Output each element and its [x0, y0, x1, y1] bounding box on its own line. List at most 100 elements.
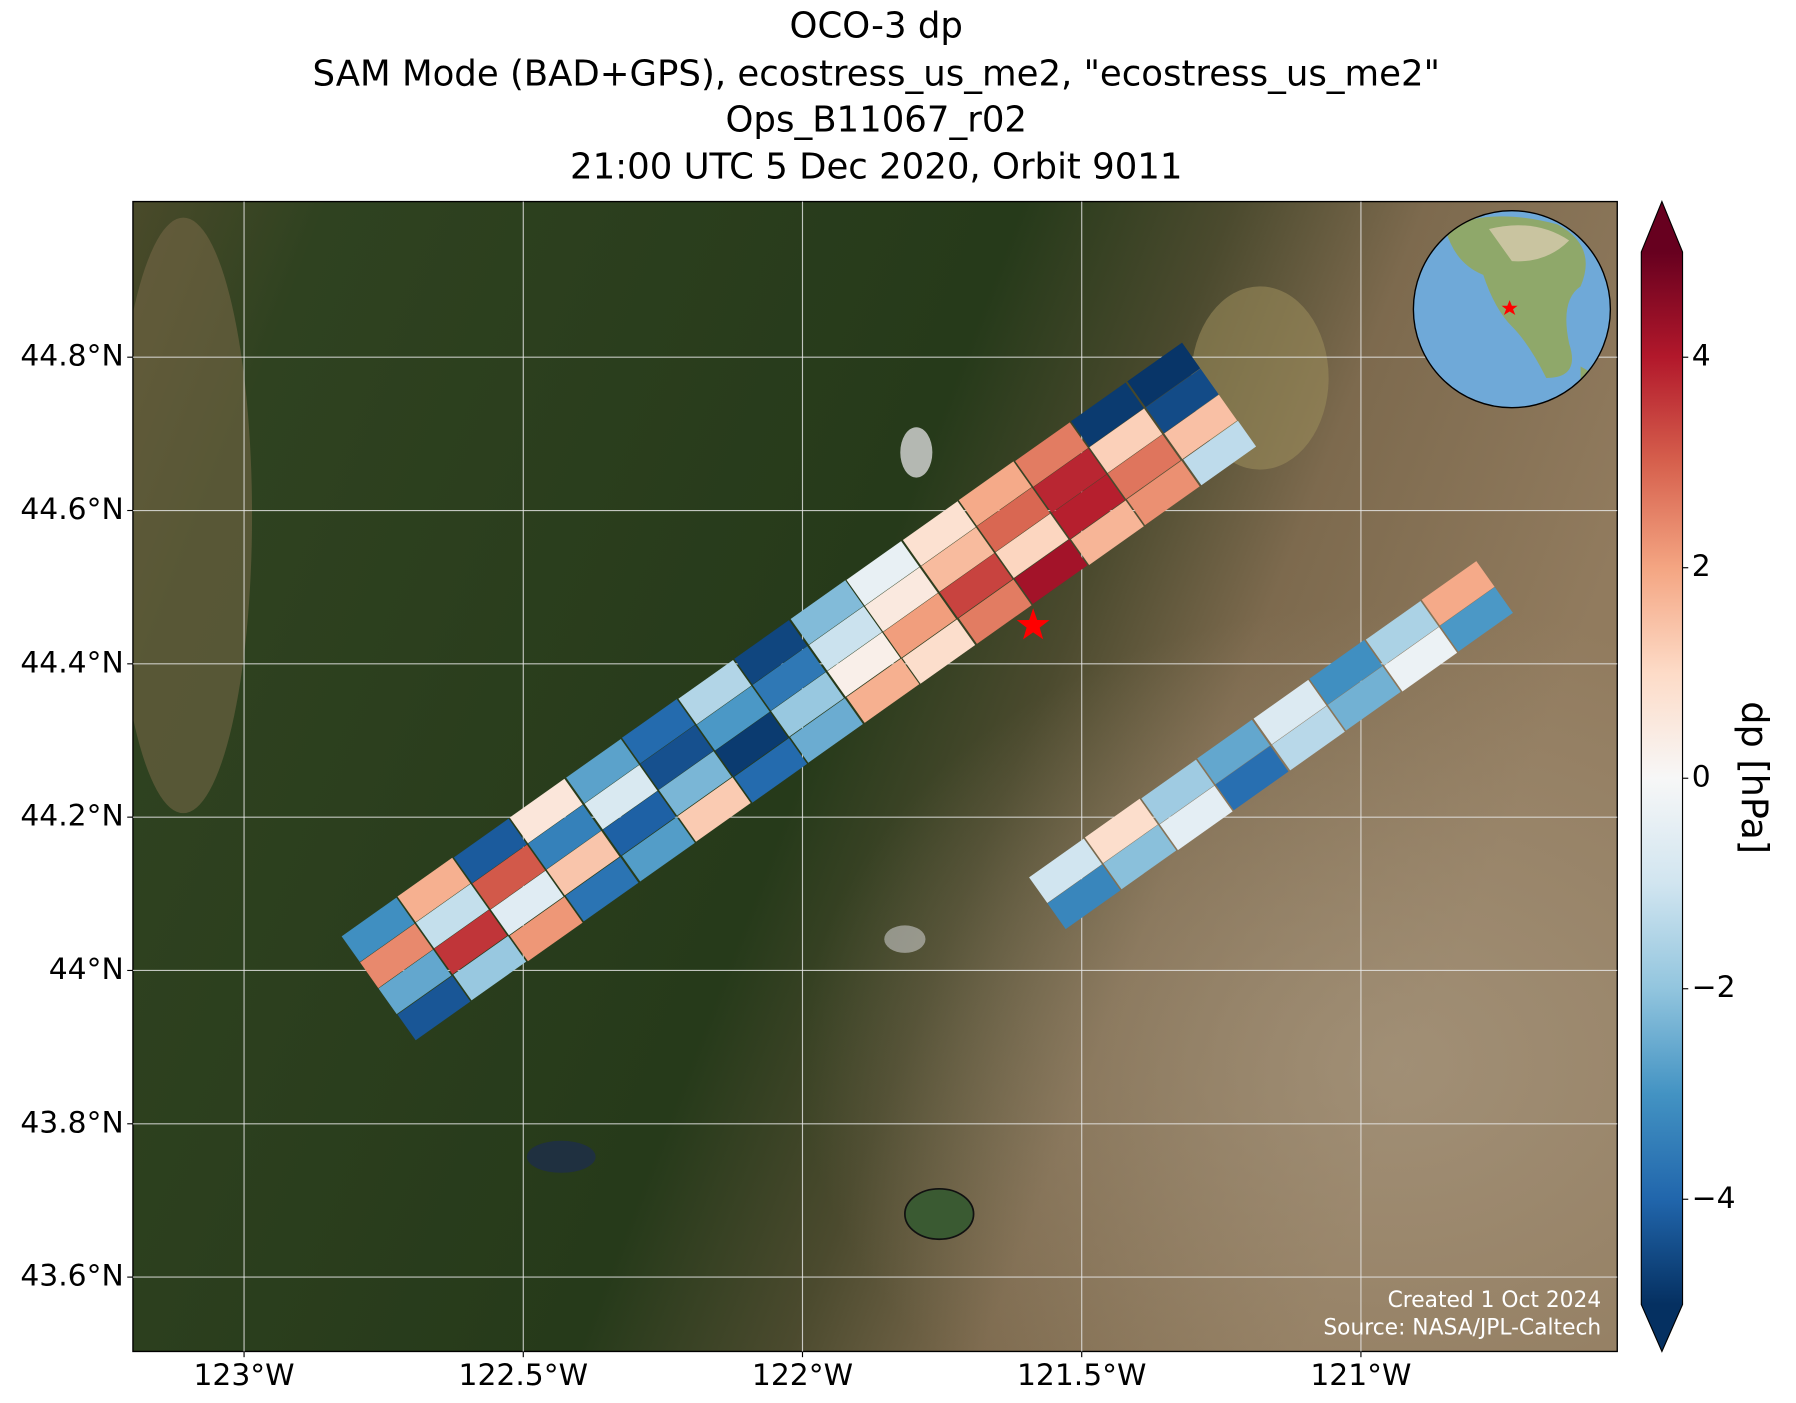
sounding-cell	[472, 844, 546, 910]
sounding-cell	[864, 567, 938, 632]
sounding-cell	[846, 658, 920, 723]
sounding-cell	[715, 712, 789, 777]
sounding-cell	[883, 593, 957, 658]
colorbar-outline	[1640, 200, 1684, 1353]
sounding-cell	[1089, 408, 1163, 473]
sounding-cell	[1159, 785, 1233, 851]
sounding-cell	[678, 659, 752, 725]
sounding-cell	[1215, 745, 1289, 811]
sounding-cell	[434, 909, 508, 975]
colorbar-tick-label: 2	[1692, 549, 1711, 584]
sounding-cell	[827, 632, 901, 697]
sounding-cell	[958, 461, 1032, 526]
sounding-cell	[1051, 474, 1125, 539]
sounding-cell	[658, 751, 732, 816]
sounding-cell	[1014, 539, 1088, 605]
sounding-cell	[1126, 460, 1200, 526]
y-tick-label: 44.8°N	[20, 339, 123, 374]
colorbar-body	[1641, 251, 1683, 1305]
y-tick-label: 43.6°N	[20, 1259, 123, 1294]
credit: Created 1 Oct 2024	[1388, 1288, 1602, 1313]
colorbar-extend	[1641, 201, 1683, 252]
sounding-cell	[790, 580, 864, 645]
sounding-cell	[621, 817, 695, 882]
sounding-cell	[1127, 342, 1201, 408]
sounding-cell	[1197, 719, 1271, 785]
sounding-cell	[1421, 561, 1495, 626]
y-tick-label: 44.4°N	[20, 645, 123, 680]
sounding-cell	[509, 778, 583, 844]
colorbar-tick-label: 4	[1692, 339, 1711, 374]
sounding-cell	[1141, 759, 1215, 825]
sounding-cell	[1015, 422, 1088, 487]
x-tick-label: 122.5°W	[459, 1358, 589, 1393]
sounding-cell	[397, 857, 471, 923]
plot-frame	[132, 200, 1618, 1353]
sounding-cell	[1029, 838, 1102, 904]
sounding-cell	[1145, 368, 1219, 434]
x-tick-label: 123°W	[193, 1358, 294, 1393]
sounding-cell	[1084, 798, 1158, 864]
title-line: 21:00 UTC 5 Dec 2020, Orbit 9011	[570, 146, 1182, 187]
sounding-cell	[677, 777, 751, 842]
sounding-cell	[415, 883, 489, 949]
sounding-cell	[453, 818, 527, 884]
colorbar-tick-label: 0	[1692, 760, 1711, 795]
sounding-cell	[1164, 394, 1238, 460]
y-tick-label: 44°N	[49, 952, 124, 987]
y-tick-label: 44.6°N	[20, 492, 123, 527]
sounding-cell	[565, 856, 639, 922]
basemap	[132, 201, 1618, 1352]
sounding-cell	[1033, 448, 1107, 513]
soundings	[341, 342, 1513, 1041]
colorbar-tick-label: −4	[1692, 1181, 1736, 1216]
sounding-cell	[1047, 864, 1121, 930]
sounding-cell	[602, 791, 676, 856]
sounding-cell	[584, 765, 658, 830]
sounding-cell	[546, 830, 620, 896]
sounding-cell	[995, 513, 1069, 578]
sounding-cell	[1271, 705, 1345, 771]
sounding-cell	[397, 975, 471, 1041]
sounding-cell	[734, 620, 808, 685]
x-tick-label: 121.5°W	[1017, 1358, 1147, 1393]
sounding-cell	[341, 897, 415, 963]
sounding-cell	[902, 619, 976, 684]
sounding-cell	[958, 579, 1032, 644]
title-line: SAM Mode (BAD+GPS), ecostress_us_me2, "e…	[313, 54, 1440, 95]
x-tick-label: 122°W	[752, 1358, 853, 1393]
y-tick-label: 44.2°N	[20, 799, 123, 834]
colorbar-label: dp [hPa]	[1733, 701, 1776, 854]
sounding-cell	[1103, 824, 1177, 890]
colorbar-tick-label: −2	[1692, 970, 1736, 1005]
target-marker	[1016, 608, 1050, 640]
sounding-cell	[566, 738, 640, 804]
sounding-cell	[939, 553, 1013, 618]
sounding-cell	[509, 896, 583, 962]
sounding-cell	[1309, 640, 1383, 705]
x-tick-label: 121°W	[1310, 1358, 1411, 1393]
sounding-cell	[846, 541, 920, 606]
sounding-cell	[640, 725, 714, 790]
sounding-cell	[1365, 600, 1439, 666]
sounding-cell	[790, 698, 863, 763]
sounding-cell	[977, 487, 1051, 552]
labels: OCO-3 dp SAM Mode (BAD+GPS), ecostress_u…	[20, 5, 1776, 1393]
sounding-cell	[1070, 500, 1144, 565]
sounding-cell	[1253, 679, 1327, 745]
sounding-cell	[490, 870, 564, 936]
title-line: OCO-3 dp	[790, 5, 963, 46]
colorbar: −4 −2 0 2 4	[1640, 200, 1736, 1353]
sounding-cell	[1107, 434, 1181, 500]
sounding-cell	[696, 686, 770, 751]
sounding-cell	[360, 923, 433, 989]
colorbar-extend	[1641, 1304, 1683, 1352]
sounding-cell	[902, 501, 976, 566]
sounding-cell	[621, 699, 695, 764]
sounding-cell	[453, 935, 527, 1001]
sounding-cell	[1070, 382, 1144, 447]
title-line: Ops_B11067_r02	[725, 99, 1027, 140]
sounding-cell	[1440, 587, 1513, 652]
